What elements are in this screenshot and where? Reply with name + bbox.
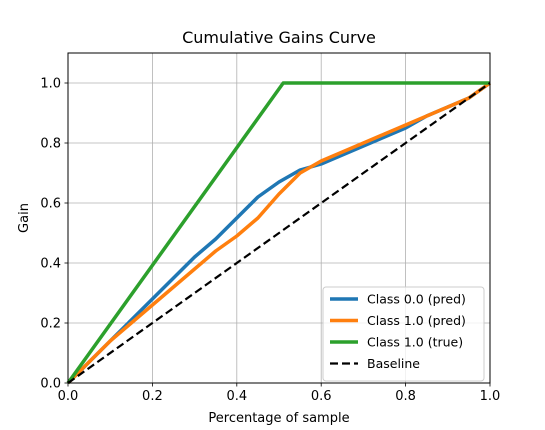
y-tick-label: 0.6 — [40, 197, 61, 212]
y-tick-label: 1.0 — [40, 77, 61, 92]
x-tick-label: 0.4 — [226, 389, 247, 404]
y-tick-label: 0.0 — [40, 377, 61, 392]
plot-frame — [67, 52, 491, 384]
x-tick-label: 0.6 — [311, 389, 332, 404]
plot-area — [66, 81, 492, 385]
x-tick-label: 0.8 — [395, 389, 416, 404]
x-tick-label: 1.0 — [480, 389, 501, 404]
y-tick-label: 0.8 — [40, 137, 61, 152]
y-axis-label: Gain — [17, 203, 32, 233]
legend: Class 0.0 (pred) Class 1.0 (pred) Class 1.… — [322, 286, 485, 382]
y-tick-label: 0.4 — [40, 257, 61, 272]
series-line-baseline — [67, 82, 491, 384]
legend-label: Class 0.0 (pred) — [367, 292, 466, 307]
legend-label: Class 1.0 (true) — [367, 335, 463, 350]
x-axis-label: Percentage of sample — [208, 411, 349, 426]
x-tick-label: 0.2 — [142, 389, 163, 404]
x-tick-label: 0.0 — [58, 389, 79, 404]
legend-label: Class 1.0 (pred) — [367, 313, 466, 328]
chart-title: Cumulative Gains Curve — [182, 28, 376, 47]
series-line-class-1-0-pred — [66, 81, 492, 385]
y-tick-label: 0.2 — [40, 317, 61, 332]
axis-ticks: 0.0 0.2 0.4 0.6 0.8 1.0 0.0 0.2 0.4 0.6 0.8 1.0 — [40, 77, 500, 405]
legend-box — [322, 286, 485, 382]
legend-label: Baseline — [367, 356, 420, 371]
series-line-class-1-0-true — [66, 81, 490, 385]
